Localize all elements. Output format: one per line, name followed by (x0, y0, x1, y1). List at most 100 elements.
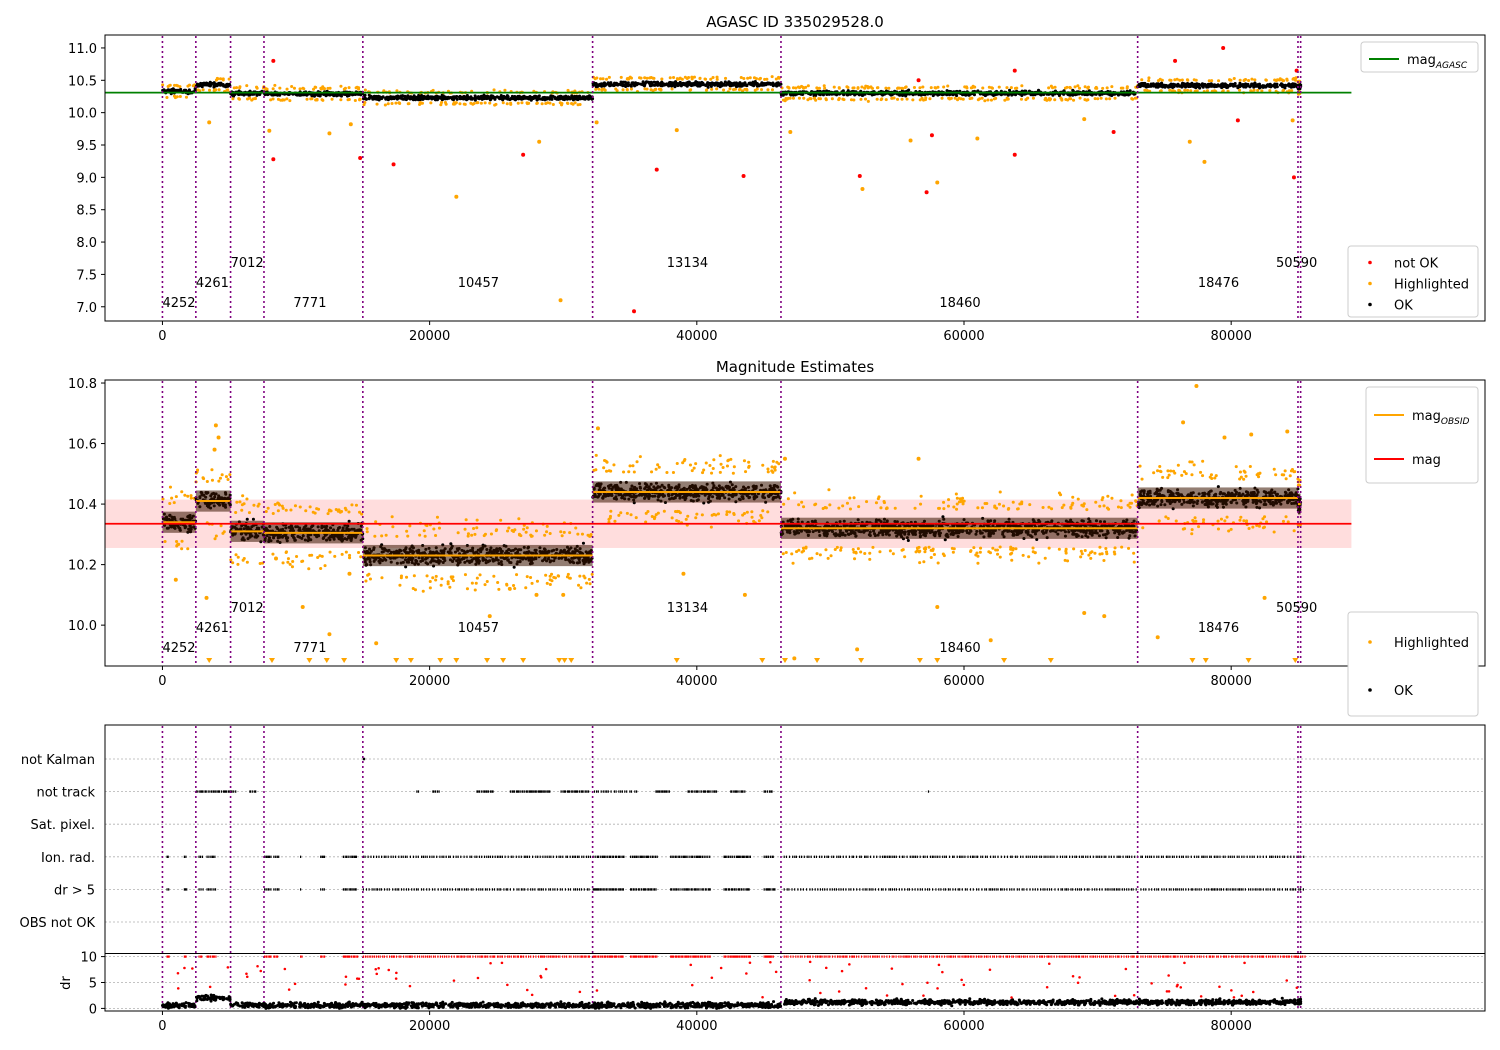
below-range-marker (323, 658, 330, 663)
below-range-marker (437, 658, 444, 663)
below-range-marker (1202, 658, 1209, 663)
not-ok-point (1221, 45, 1226, 50)
ok-point-cloud (362, 93, 595, 102)
highlighted-point (935, 604, 940, 609)
legend-frame (1347, 611, 1479, 717)
highlighted-point (1187, 139, 1192, 144)
obsid-label: 4252 (162, 296, 195, 311)
below-range-marker (1292, 658, 1299, 663)
y-tick-label: 11.0 (68, 42, 97, 57)
obsid-label: 10457 (458, 621, 499, 636)
not-ok-point (916, 78, 921, 83)
highlighted-point (300, 604, 305, 609)
highlighted-point (1194, 384, 1199, 389)
obsid-label: 18460 (939, 296, 980, 311)
highlighted-point (742, 592, 747, 597)
obsid-label: 18476 (1198, 621, 1239, 636)
not-ok-point (521, 152, 526, 157)
dr-point-cloud (229, 1001, 266, 1009)
x-tick-label: 0 (158, 1019, 166, 1034)
x-tick-label: 20000 (409, 329, 450, 344)
below-range-marker (781, 658, 788, 663)
highlighted-point (1155, 635, 1160, 640)
highlighted-point-cloud (361, 515, 594, 593)
panel-1-axes: 0 20000 40000 60000 80000 7.0 7.5 8.0 8.5 9.0 9.5 1… (68, 42, 1252, 344)
highlighted-point (1262, 595, 1267, 600)
dr-point-cloud (783, 997, 1139, 1008)
highlighted-point (327, 632, 332, 637)
highlighted-point (1082, 117, 1087, 122)
not-ok-point (741, 174, 746, 179)
not-ok-point (358, 155, 363, 160)
y-tick-label: 10.8 (68, 377, 97, 392)
obsid-label: 13134 (667, 256, 708, 271)
x-tick-label: 80000 (1210, 1019, 1251, 1034)
below-range-marker (858, 658, 865, 663)
highlighted-point-cloud (229, 494, 265, 566)
obsid-label: 50590 (1276, 256, 1317, 271)
below-range-marker (268, 658, 275, 663)
not-ok-point (391, 162, 396, 167)
ok-point-cloud (591, 80, 783, 89)
x-tick-label: 80000 (1210, 674, 1251, 689)
flag-row-label: Sat. pixel. (31, 818, 95, 833)
y-tick-label: 7.0 (76, 301, 97, 316)
highlighted-point (348, 122, 353, 127)
below-range-marker (500, 658, 507, 663)
panel-3-dr-area (105, 955, 1485, 1010)
obsid-label: 4261 (196, 276, 229, 291)
below-range-marker (484, 658, 491, 663)
highlighted-point (860, 187, 865, 191)
highlighted-point (507, 586, 512, 591)
highlighted-point (204, 595, 209, 600)
highlighted-point (788, 130, 793, 135)
not-ok-point (654, 167, 659, 172)
legend-label: OK (1394, 299, 1413, 314)
obsid-label: 18476 (1198, 276, 1239, 291)
not-ok-point (929, 133, 934, 138)
panel-1-legend-points: not OK Highlighted OK (1347, 245, 1479, 318)
below-range-marker (673, 658, 680, 663)
highlighted-point (1290, 118, 1295, 123)
highlighted-point-cloud (196, 76, 232, 94)
below-range-marker (568, 658, 575, 663)
highlighted-point (674, 128, 679, 133)
obsid-label: 4252 (162, 641, 195, 656)
panel-3-flag-area (105, 726, 1485, 1010)
legend-label-subscript: AGASC (1435, 61, 1468, 71)
highlighted-point-cloud (780, 84, 1140, 103)
highlighted-point (908, 138, 913, 143)
highlighted-point (1222, 435, 1227, 440)
not-ok-point (1235, 118, 1240, 123)
legend-label: not OK (1394, 257, 1439, 272)
y-tick-label: 9.0 (76, 171, 97, 186)
x-tick-label: 20000 (409, 1019, 450, 1034)
legend-frame (1347, 245, 1479, 318)
legend-frame (1360, 41, 1479, 73)
panel-3-frame (104, 724, 1486, 1012)
dr-point-cloud (262, 1000, 365, 1010)
below-range-marker (934, 658, 941, 663)
obsid-label: 7771 (293, 296, 326, 311)
panel-2-axes: 0 20000 40000 60000 80000 10.0 10.2 10.4 10.6 10.… (68, 377, 1252, 689)
highlighted-point (558, 298, 563, 303)
x-tick-label: 80000 (1210, 329, 1251, 344)
below-range-marker (520, 658, 527, 663)
y-tick-label: 10.0 (68, 619, 97, 634)
y-tick-label: 5 (89, 977, 97, 992)
highlighted-point (975, 136, 980, 141)
below-range-marker (1245, 658, 1252, 663)
obsid-label: 7012 (231, 256, 264, 271)
below-range-marker (1189, 658, 1196, 663)
highlighted-point (561, 592, 566, 597)
not-ok-point (271, 157, 276, 162)
ok-point-cloud (194, 80, 232, 89)
ok-point-cloud (1136, 81, 1300, 90)
y-tick-label: 10 (80, 951, 97, 966)
obsid-label: 7012 (231, 601, 264, 616)
below-range-marker (916, 658, 923, 663)
below-range-marker (407, 658, 414, 663)
obsid-label: 18460 (939, 641, 980, 656)
flag-row-label: Ion. rad. (41, 851, 95, 866)
below-range-marker (1047, 658, 1054, 663)
